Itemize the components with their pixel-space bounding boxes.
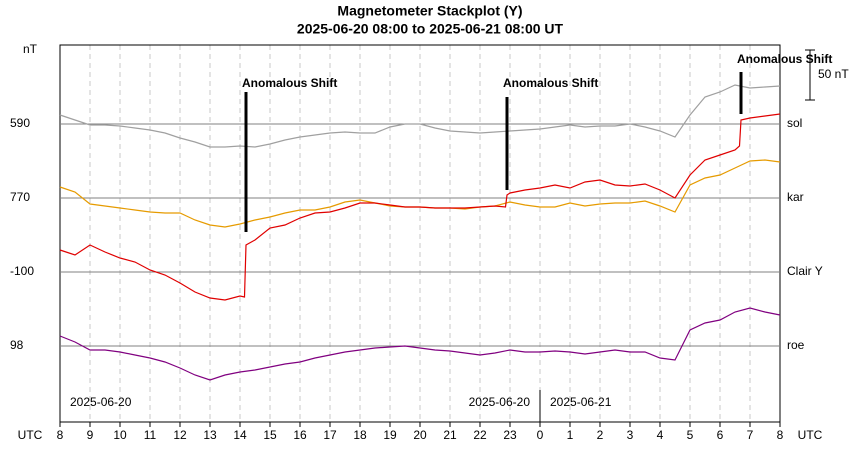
date-label: 2025-06-20 xyxy=(469,395,531,409)
annotation: Anomalous Shift xyxy=(503,76,598,90)
x-tick-label: 8 xyxy=(57,428,64,442)
x-tick-label: 5 xyxy=(687,428,694,442)
x-tick-label: 21 xyxy=(443,428,457,442)
baseline-label: 770 xyxy=(10,190,30,204)
x-tick-label: 16 xyxy=(293,428,307,442)
x-tick-label: 19 xyxy=(383,428,397,442)
legend-label: roe xyxy=(787,338,805,352)
date-label: 2025-06-21 xyxy=(550,395,612,409)
x-tick-label: 3 xyxy=(627,428,634,442)
date-label: 2025-06-20 xyxy=(70,395,132,409)
series-line xyxy=(59,307,781,381)
x-tick-label: 11 xyxy=(144,428,157,442)
x-tick-label: 12 xyxy=(173,428,187,442)
legend-label: sol xyxy=(787,116,802,130)
x-tick-label: 8 xyxy=(777,428,784,442)
y-axis-label: nT xyxy=(23,42,38,56)
x-tick-label: 23 xyxy=(503,428,517,442)
baseline-label: 590 xyxy=(10,116,30,130)
x-tick-label: 0 xyxy=(537,428,544,442)
x-tick-label: 22 xyxy=(473,428,487,442)
x-tick-label: 20 xyxy=(413,428,427,442)
legend-label: Clair Y xyxy=(787,264,823,278)
chart-subtitle: 2025-06-20 08:00 to 2025-06-21 08:00 UT xyxy=(297,21,564,37)
baseline-label: 98 xyxy=(10,338,24,352)
legend-label: kar xyxy=(787,190,804,204)
series-line xyxy=(59,84,781,148)
x-tick-label: 7 xyxy=(747,428,754,442)
scale-bar-label: 50 nT xyxy=(818,67,849,81)
x-axis-label: UTC xyxy=(798,428,823,442)
series-line xyxy=(59,113,781,301)
x-tick-label: 1 xyxy=(567,428,574,442)
x-tick-label: 17 xyxy=(323,428,337,442)
x-tick-label: 13 xyxy=(203,428,217,442)
x-tick-label: 18 xyxy=(353,428,367,442)
x-tick-label: 14 xyxy=(233,428,247,442)
x-tick-label: 4 xyxy=(657,428,664,442)
x-axis-label: UTC xyxy=(18,428,43,442)
x-tick-label: 15 xyxy=(263,428,277,442)
x-tick-label: 6 xyxy=(717,428,724,442)
annotation: Anomalous Shift xyxy=(242,76,337,90)
x-tick-label: 2 xyxy=(597,428,604,442)
chart-title: Magnetometer Stackplot (Y) xyxy=(337,3,522,19)
annotation: Anomalous Shift xyxy=(737,52,832,66)
baseline-label: -100 xyxy=(10,264,34,278)
plot-frame xyxy=(59,44,781,423)
x-tick-label: 9 xyxy=(87,428,94,442)
x-tick-label: 10 xyxy=(113,428,127,442)
